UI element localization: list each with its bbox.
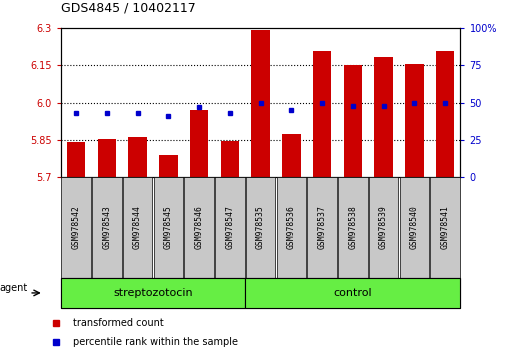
Bar	[429, 177, 459, 278]
Bar	[307, 177, 336, 278]
Text: GSM978543: GSM978543	[102, 206, 111, 249]
Bar	[128, 137, 146, 177]
Text: streptozotocin: streptozotocin	[113, 288, 192, 298]
Text: GSM978544: GSM978544	[133, 206, 142, 249]
Bar	[215, 177, 244, 278]
Text: control: control	[333, 288, 371, 298]
Text: GSM978542: GSM978542	[71, 206, 80, 249]
Bar	[97, 138, 116, 177]
Bar	[123, 177, 152, 278]
Bar	[189, 110, 208, 177]
Bar	[245, 278, 460, 308]
Bar	[159, 155, 177, 177]
Bar	[251, 29, 269, 177]
Text: GSM978547: GSM978547	[225, 206, 234, 249]
Text: GSM978536: GSM978536	[286, 206, 295, 249]
Text: GSM978538: GSM978538	[347, 206, 357, 249]
Text: GSM978540: GSM978540	[409, 206, 418, 249]
Bar	[399, 177, 428, 278]
Bar	[67, 142, 85, 177]
Bar	[245, 177, 275, 278]
Text: transformed count: transformed count	[73, 318, 164, 329]
Bar	[337, 177, 367, 278]
Text: agent: agent	[0, 284, 27, 293]
Bar	[282, 133, 300, 177]
Bar	[405, 64, 423, 177]
Bar	[312, 51, 331, 177]
Text: GSM978546: GSM978546	[194, 206, 203, 249]
Bar	[374, 57, 392, 177]
Text: GSM978545: GSM978545	[164, 206, 173, 249]
Bar	[154, 177, 183, 278]
Bar	[61, 278, 245, 308]
Bar	[61, 177, 91, 278]
Text: GSM978539: GSM978539	[378, 206, 387, 249]
Bar	[435, 51, 453, 177]
Text: GSM978537: GSM978537	[317, 206, 326, 249]
Bar	[368, 177, 397, 278]
Text: GSM978541: GSM978541	[440, 206, 449, 249]
Text: percentile rank within the sample: percentile rank within the sample	[73, 337, 238, 347]
Text: GDS4845 / 10402117: GDS4845 / 10402117	[61, 1, 195, 14]
Bar	[184, 177, 214, 278]
Bar	[220, 141, 238, 177]
Text: GSM978535: GSM978535	[256, 206, 265, 249]
Bar	[343, 65, 362, 177]
Bar	[92, 177, 121, 278]
Bar	[276, 177, 306, 278]
